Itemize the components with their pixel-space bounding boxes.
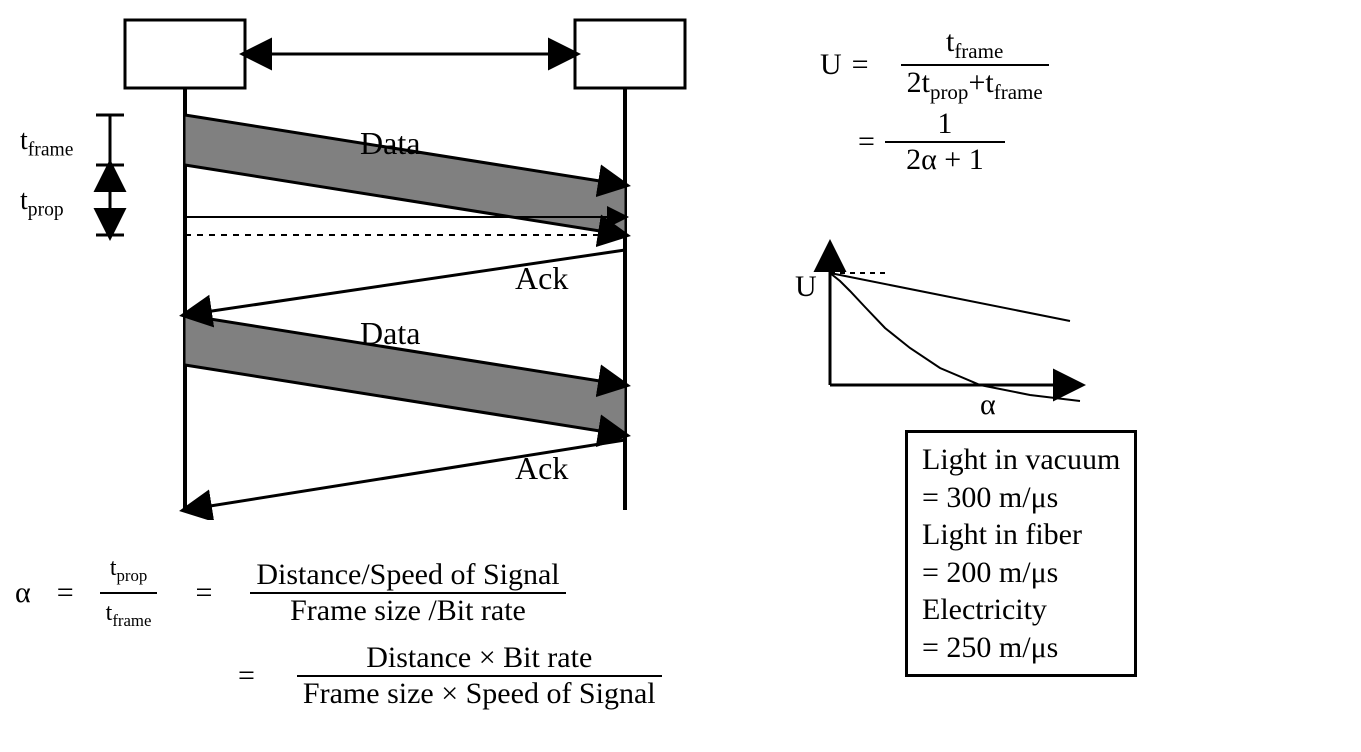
speed-info-box: Light in vacuum = 300 m/μs Light in fibe… <box>905 430 1137 677</box>
info-line: = 300 m/μs <box>922 479 1120 517</box>
info-line: Light in vacuum <box>922 441 1120 479</box>
alpha-equation: α = tprop tframe = Distance/Speed of Sig… <box>15 555 662 711</box>
data-label-2: Data <box>360 315 420 352</box>
t-frame-label: tframe <box>20 125 73 162</box>
ack-label-1: Ack <box>515 260 568 297</box>
ack-label-2: Ack <box>515 450 568 487</box>
timing-diagram <box>0 0 760 520</box>
u-graph-xlabel: α <box>980 388 996 422</box>
data-label-1: Data <box>360 125 420 162</box>
u-equation: U = tframe 2tprop+tframe = 1 2α + 1 <box>820 25 1049 177</box>
t-prop-label: tprop <box>20 185 64 222</box>
info-line: = 200 m/μs <box>922 554 1120 592</box>
u-graph <box>800 225 1120 425</box>
info-line: Electricity <box>922 591 1120 629</box>
u-graph-ylabel: U <box>795 270 817 304</box>
info-line: Light in fiber <box>922 516 1120 554</box>
info-line: = 250 m/μs <box>922 629 1120 667</box>
